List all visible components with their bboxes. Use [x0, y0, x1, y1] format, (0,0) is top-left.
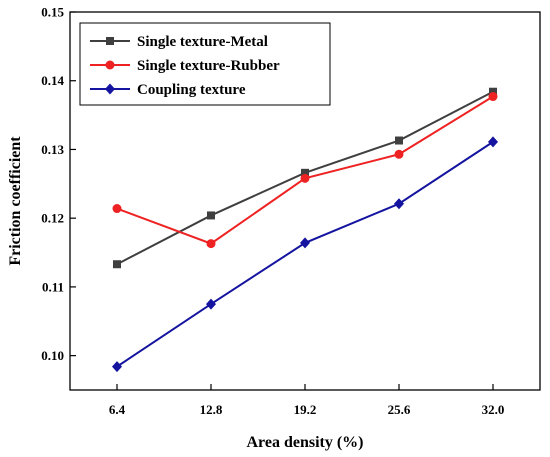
- y-tick-label-3: 0.13: [41, 142, 64, 157]
- legend-swatch-marker-0: [106, 37, 114, 45]
- series-0-point-0: [113, 260, 121, 269]
- series-2-point-3: [394, 198, 404, 210]
- axis-ticks: 6.4 12.8 19.2 25.6 32.0 0.10 0.11 0.12 0.13 0.14 0…: [41, 5, 504, 418]
- series-2-point-2: [300, 237, 310, 249]
- series-layer: [112, 87, 498, 373]
- series-1-point-0: [112, 204, 122, 214]
- y-tick-label-4: 0.14: [41, 73, 64, 88]
- series-1-point-1: [206, 239, 216, 249]
- legend-swatch-marker-1: [105, 60, 115, 70]
- series-1: [112, 92, 498, 249]
- series-1-point-4: [488, 92, 498, 102]
- legend: Single texture-Metal Single texture-Rubbe…: [79, 22, 331, 106]
- legend-entry-2: Coupling texture: [90, 82, 246, 98]
- series-0-point-3: [395, 136, 403, 145]
- x-axis-title: Area density (%): [246, 434, 363, 451]
- series-2-point-0: [112, 361, 122, 373]
- legend-label-1: Single texture-Rubber: [137, 58, 280, 74]
- series-1-point-2: [300, 173, 310, 183]
- legend-label-2: Coupling texture: [137, 82, 246, 98]
- legend-swatch-marker-2: [105, 83, 115, 95]
- legend-entry-0: Single texture-Metal: [90, 34, 268, 50]
- x-tick-label-2: 19.2: [294, 402, 317, 417]
- x-tick-label-1: 12.8: [200, 402, 223, 417]
- series-0-point-1: [207, 211, 215, 220]
- legend-entry-1: Single texture-Rubber: [90, 58, 280, 74]
- y-tick-label-1: 0.11: [42, 279, 64, 294]
- legend-label-0: Single texture-Metal: [137, 34, 268, 50]
- x-tick-label-4: 32.0: [482, 402, 505, 417]
- y-tick-label-5: 0.15: [41, 5, 64, 20]
- series-2: [112, 136, 498, 373]
- series-0-point-2: [301, 168, 309, 177]
- y-tick-label-0: 0.10: [41, 348, 64, 363]
- series-2-point-4: [488, 136, 498, 148]
- y-axis-title: Friction coefficient: [7, 136, 24, 266]
- series-2-point-1: [206, 298, 216, 310]
- y-tick-label-2: 0.12: [41, 211, 64, 226]
- series-0-point-4: [489, 87, 497, 96]
- x-tick-label-3: 25.6: [388, 402, 411, 417]
- series-1-point-3: [394, 149, 404, 159]
- x-tick-label-0: 6.4: [109, 402, 126, 417]
